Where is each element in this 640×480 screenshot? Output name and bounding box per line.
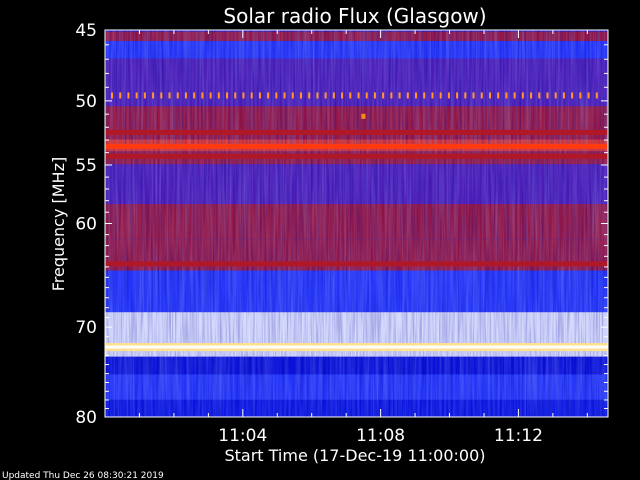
updated-timestamp: Updated Thu Dec 26 08:30:21 2019	[2, 471, 164, 480]
band-core	[105, 153, 608, 159]
pulse-mark	[406, 92, 409, 99]
y-axis-label: Frequency [MHz]	[49, 157, 68, 291]
pulse-mark	[456, 92, 459, 99]
pulse-mark	[423, 92, 426, 99]
pulse-mark	[365, 92, 368, 99]
pulse-mark	[332, 92, 335, 99]
pulse-mark	[226, 92, 229, 99]
pulse-mark	[160, 92, 163, 99]
pulse-mark	[308, 92, 311, 99]
pulse-mark	[341, 92, 344, 99]
pulse-mark	[299, 92, 302, 99]
y-tick-label: 55	[75, 156, 97, 176]
pulse-mark	[398, 92, 401, 99]
pulse-mark	[152, 92, 155, 99]
pulse-mark	[275, 92, 278, 99]
pulse-mark	[250, 92, 253, 99]
x-tick-label: 11:08	[356, 426, 405, 446]
pulse-mark	[143, 92, 146, 99]
y-tick-label: 60	[75, 215, 97, 235]
x-tick-label: 11:12	[494, 426, 543, 446]
pulse-mark	[480, 92, 483, 99]
pulse-mark	[373, 92, 376, 99]
pulse-mark	[587, 92, 590, 99]
band-core	[105, 261, 608, 267]
pulse-mark	[209, 92, 212, 99]
pulse-mark	[135, 92, 138, 99]
pulse-mark	[562, 92, 565, 99]
pulse-mark	[267, 92, 270, 99]
pulse-mark	[201, 92, 204, 99]
pulse-mark	[546, 92, 549, 99]
y-tick-label: 80	[75, 408, 97, 428]
pulse-mark	[579, 92, 582, 99]
pulse-mark	[184, 92, 187, 99]
pulse-mark	[530, 92, 533, 99]
y-tick-label: 70	[75, 318, 97, 338]
pulse-mark	[472, 92, 475, 99]
pulse-mark	[349, 92, 352, 99]
pulse-mark	[521, 92, 524, 99]
pulse-mark	[234, 92, 237, 99]
y-tick-label: 45	[75, 21, 97, 41]
pulse-mark	[538, 92, 541, 99]
band-peak	[105, 345, 608, 349]
pulse-mark	[505, 92, 508, 99]
pulse-mark	[554, 92, 557, 99]
pulse-mark	[357, 92, 360, 99]
pulse-mark	[382, 92, 385, 99]
chart-title: Solar radio Flux (Glasgow)	[223, 4, 486, 28]
pulse-mark	[571, 92, 574, 99]
band-core	[105, 143, 608, 149]
pulse-mark	[176, 92, 179, 99]
y-tick-label: 50	[75, 92, 97, 112]
pulse-mark	[497, 92, 500, 99]
pulse-mark	[316, 92, 319, 99]
pulse-mark	[464, 92, 467, 99]
pulse-mark	[217, 92, 220, 99]
x-tick-label: 11:04	[218, 426, 267, 446]
pulse-mark	[513, 92, 516, 99]
pulse-mark	[439, 92, 442, 99]
pulse-train	[111, 92, 598, 119]
x-axis-label: Start Time (17-Dec-19 11:00:00)	[224, 446, 485, 465]
pulse-mark	[283, 92, 286, 99]
pulse-mark	[595, 92, 598, 99]
pulse-mark	[324, 92, 327, 99]
bright-spot	[361, 113, 366, 119]
pulse-mark	[390, 92, 393, 99]
pulse-mark	[168, 92, 171, 99]
band-core	[105, 129, 608, 135]
pulse-mark	[193, 92, 196, 99]
pulse-mark	[127, 92, 130, 99]
pulse-mark	[119, 92, 122, 99]
y-axis: 45 50 55 60 70 80	[75, 21, 608, 428]
pulse-mark	[258, 92, 261, 99]
bright-bands	[105, 129, 608, 352]
pulse-mark	[291, 92, 294, 99]
dark-texture	[105, 30, 608, 417]
pulse-mark	[111, 92, 113, 99]
pulse-mark	[431, 92, 434, 99]
pulse-mark	[447, 92, 450, 99]
pulse-mark	[488, 92, 491, 99]
pulse-mark	[415, 92, 418, 99]
x-axis: 11:04 11:08 11:12	[104, 30, 588, 446]
pulse-mark	[242, 92, 245, 99]
plot-area	[104, 29, 609, 418]
